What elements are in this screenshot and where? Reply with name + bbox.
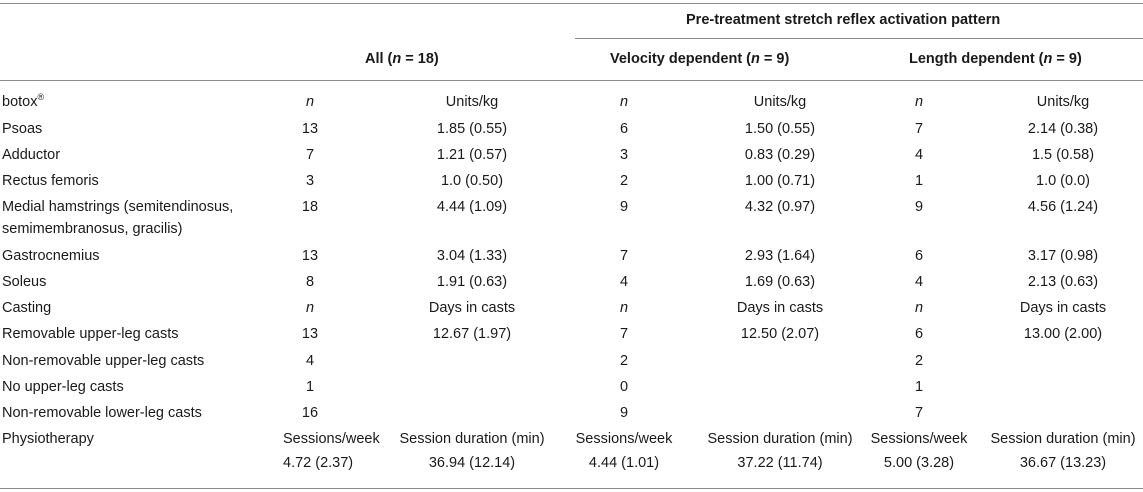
table-cell: n xyxy=(914,300,924,316)
table-cell: 2 xyxy=(619,353,629,369)
table-cell: 7 xyxy=(619,248,629,264)
row-label-medial-hamstrings: Medial hamstrings (semitendinosus, xyxy=(2,199,234,215)
table-cell: 1.5 (0.58) xyxy=(1031,147,1095,163)
row-label-nonremovable-upper: Non-removable upper-leg casts xyxy=(2,353,205,369)
table-cell: 4 xyxy=(914,147,924,163)
row-label-nonremovable-lower: Non-removable lower-leg casts xyxy=(2,405,202,421)
table-cell: 4 xyxy=(305,353,315,369)
table-cell: Sessions/week xyxy=(283,431,380,447)
table-cell: 2.13 (0.63) xyxy=(1027,274,1099,290)
table-cell: 1 xyxy=(914,173,924,189)
table-cell: 0.83 (0.29) xyxy=(744,147,816,163)
table-cell: Units/kg xyxy=(445,94,499,110)
row-label-gastrocnemius: Gastrocnemius xyxy=(2,248,100,264)
table-cell: 1.0 (0.0) xyxy=(1036,173,1090,189)
table-cell: 1.21 (0.57) xyxy=(436,147,508,163)
table-cell: Days in casts xyxy=(428,300,516,316)
table-cell: 4.44 (1.09) xyxy=(436,199,508,215)
row-label-physiotherapy: Physiotherapy xyxy=(2,431,94,447)
table-cell: 9 xyxy=(619,199,629,215)
table-cell: 12.67 (1.97) xyxy=(432,326,512,342)
table-cell: 13 xyxy=(301,248,319,264)
table-cell: 0 xyxy=(619,379,629,395)
table-cell: n xyxy=(305,94,315,110)
bottom-rule xyxy=(0,488,1143,489)
table-cell: Units/kg xyxy=(753,94,807,110)
table-cell: 12.50 (2.07) xyxy=(740,326,820,342)
table-cell: n xyxy=(305,300,315,316)
table-cell: n xyxy=(619,300,629,316)
table-cell: 4.44 (1.01) xyxy=(588,455,660,471)
top-rule xyxy=(0,3,1143,4)
col-header-length: Length dependent (n = 9) xyxy=(909,51,1082,67)
table-cell: Session duration (min) xyxy=(707,431,853,447)
col-header-all: All (n = 18) xyxy=(365,51,439,67)
table-cell: 13 xyxy=(301,326,319,342)
row-label-soleus: Soleus xyxy=(2,274,47,290)
col-header-velocity: Velocity dependent (n = 9) xyxy=(610,51,790,67)
row-label-adductor: Adductor xyxy=(2,147,61,163)
table-cell: 13.00 (2.00) xyxy=(1023,326,1103,342)
table-cell: 1.0 (0.50) xyxy=(440,173,504,189)
table-cell: 7 xyxy=(619,326,629,342)
table-cell: 36.67 (13.23) xyxy=(1019,455,1107,471)
table-cell: 3 xyxy=(619,147,629,163)
row-label-removable-upper: Removable upper-leg casts xyxy=(2,326,179,342)
table-cell: 4 xyxy=(914,274,924,290)
header-rule xyxy=(0,80,1143,81)
table-cell: 36.94 (12.14) xyxy=(428,455,516,471)
table-cell: 2 xyxy=(619,173,629,189)
table-cell: 4.56 (1.24) xyxy=(1027,199,1099,215)
row-label-botox: botox® xyxy=(2,92,45,111)
row-label-psoas: Psoas xyxy=(2,121,43,137)
table-cell: 2.14 (0.38) xyxy=(1027,121,1099,137)
table-cell: 1.85 (0.55) xyxy=(436,121,508,137)
table-cell: 9 xyxy=(619,405,629,421)
table-cell: n xyxy=(914,94,924,110)
table-cell: 1.69 (0.63) xyxy=(744,274,816,290)
table-cell: 7 xyxy=(914,121,924,137)
table-cell: 7 xyxy=(305,147,315,163)
table-cell: 4 xyxy=(619,274,629,290)
table-cell: 1.00 (0.71) xyxy=(744,173,816,189)
table-cell: 2 xyxy=(914,353,924,369)
table-cell: 9 xyxy=(914,199,924,215)
row-label-no-upper: No upper-leg casts xyxy=(2,379,124,395)
row-label-casting: Casting xyxy=(2,300,52,316)
table-cell: n xyxy=(619,94,629,110)
table-cell: 2.93 (1.64) xyxy=(744,248,816,264)
table-cell: 7 xyxy=(914,405,924,421)
table-cell: 3 xyxy=(305,173,315,189)
row-label-medial-hamstrings-cont: semimembranosus, gracilis) xyxy=(2,221,183,237)
table-cell: Units/kg xyxy=(1036,94,1090,110)
table-cell: 16 xyxy=(301,405,319,421)
table-cell: 6 xyxy=(619,121,629,137)
table-cell: 1.91 (0.63) xyxy=(436,274,508,290)
table-cell: 5.00 (3.28) xyxy=(883,455,955,471)
table-cell: 3.17 (0.98) xyxy=(1027,248,1099,264)
table-cell: Sessions/week xyxy=(870,431,968,447)
table-cell: Days in casts xyxy=(1019,300,1107,316)
table-cell: Session duration (min) xyxy=(990,431,1136,447)
table-cell: 6 xyxy=(914,326,924,342)
group-header: Pre-treatment stretch reflex activation … xyxy=(686,12,1001,28)
table-cell: 4.72 (2.37) xyxy=(283,455,354,471)
table-cell: 37.22 (11.74) xyxy=(737,455,823,471)
table-cell: 13 xyxy=(301,121,319,137)
row-label-rectus-femoris: Rectus femoris xyxy=(2,173,99,189)
table-cell: 1 xyxy=(914,379,924,395)
table-cell: 4.32 (0.97) xyxy=(744,199,816,215)
table-cell: 6 xyxy=(914,248,924,264)
table-cell: Days in casts xyxy=(736,300,824,316)
table-cell: 1 xyxy=(305,379,315,395)
table-cell: 18 xyxy=(301,199,319,215)
group-header-rule xyxy=(575,38,1143,39)
table-cell: 8 xyxy=(305,274,315,290)
table-cell: Session duration (min) xyxy=(399,431,545,447)
table-cell: Sessions/week xyxy=(575,431,673,447)
table-cell: 1.50 (0.55) xyxy=(744,121,816,137)
table-cell: 3.04 (1.33) xyxy=(436,248,508,264)
